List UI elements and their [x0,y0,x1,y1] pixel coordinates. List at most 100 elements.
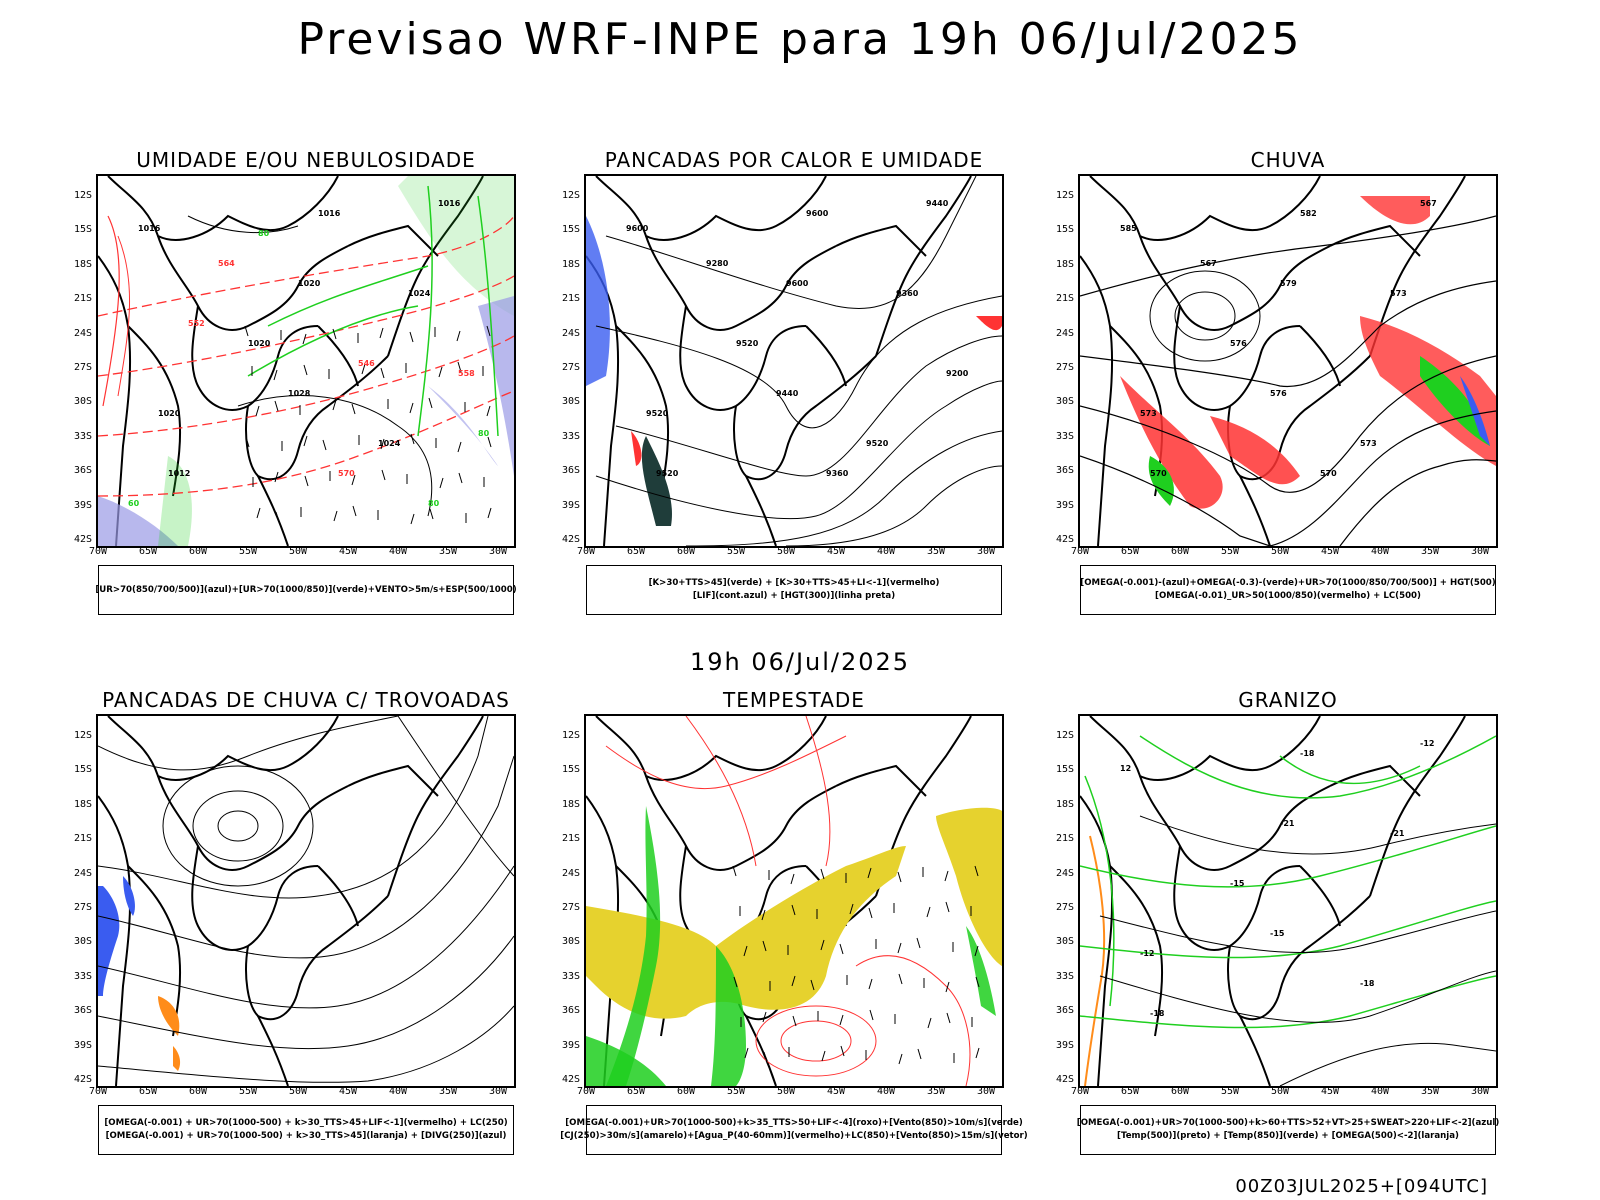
lon-axis: 70W 65W 60W 55W 50W 45W 40W 35W 30W [1071,546,1498,560]
lat-tick-label: 39S [1055,499,1074,511]
panel-chuva: CHUVA 12S 15S 18S 21S 24S 27S 30S 33S 36S 39S 42S … [1056,148,1498,618]
contour-label: 9440 [926,199,949,208]
map-frame: 12 -18 -21 -15 -12 -18 -18 -12 -15 -21 [1078,714,1498,1088]
contour-label: 9600 [626,224,649,233]
lon-axis: 70W 65W 60W 55W 50W 45W 40W 35W 30W [577,1086,1004,1100]
wind-arrow [975,976,980,988]
wind-arrow [486,405,491,417]
map-frame [584,714,1004,1088]
legend-line: [OMEGA(-0.001)-(azul)+OMEGA(-0.3)-(verde… [1080,578,1496,588]
wind-arrow [810,979,815,991]
panel-title: UMIDADE E/OU NEBULOSIDADE [136,148,476,172]
wind-arrow [926,906,931,918]
border-line [835,764,927,797]
contour-label: 1016 [318,209,341,218]
wind-arrow [839,943,844,955]
wind-arrow [820,939,825,951]
lon-axis: 70W 65W 60W 55W 50W 45W 40W 35W 30W [577,546,1004,560]
wind-arrow [898,1053,903,1065]
contour-label: -18 [1300,749,1315,758]
wind-arrow [380,438,385,450]
border-line [347,224,439,257]
border-line [679,305,807,411]
border-line [1173,305,1301,411]
border-line [835,224,927,257]
mid-title: 19h 06/Jul/2025 [689,648,911,676]
wind-arrow [868,978,873,990]
wind-arrow [487,436,492,448]
legend-box: [OMEGA(-0.001) + UR>70(1000-500) + k>30_… [98,1105,514,1155]
contour-label: 9520 [646,409,669,418]
border-line [1080,255,1114,546]
lon-tick-label: 65W [138,1086,158,1097]
contour-label: 546 [358,359,375,368]
contour-label: 1024 [378,439,401,448]
contour-label: -21 [1280,819,1295,828]
lon-axis: 70W 65W 60W 55W 50W 45W 40W 35W 30W [89,546,516,560]
wind-arrow [256,507,261,519]
wind-arrows [244,325,492,525]
contour-label: 570 [1150,469,1167,478]
lon-tick-label: 60W [1170,546,1190,557]
border-line [1239,1015,1271,1086]
lat-tick-label: 12S [1055,730,1074,741]
wind-arrow [381,469,386,481]
lat-tick-label: 18S [73,258,92,270]
contour-label: 1016 [138,224,161,233]
wind-arrow [898,973,903,985]
lat-tick-label: 12S [561,730,580,741]
wind-arrow [945,901,950,913]
lon-tick-label: 70W [576,546,596,557]
wind-arrow [458,472,463,484]
wind-arrow [352,505,357,517]
contour-label: -15 [1230,879,1245,888]
coastline [586,716,972,1086]
wind-arrow [429,508,434,520]
contour-label: 9600 [786,279,809,288]
border-line [1089,176,1321,241]
lat-tick-label: 24S [73,327,92,339]
lon-tick-label: 45W [1320,546,1340,557]
lon-tick-label: 50W [776,546,796,557]
border-line [257,1015,289,1086]
legend-line: [OMEGA(-0.001) + UR>70(1000-500) + k>30_… [105,1131,507,1141]
wind-arrow [869,1009,874,1021]
wind-arrow [733,976,738,988]
wind-arrow [273,369,278,381]
main-title: Previsao WRF-INPE para 19h 06/Jul/2025 [297,14,1303,65]
contour-label: -15 [1270,929,1285,938]
map-frame: 1016 1016 1020 1020 1020 1024 1012 1016 1028 1024… [96,174,516,548]
contour-label: 573 [1360,439,1377,448]
map-granizo: 12 -18 -21 -15 -12 -18 -18 -12 -15 -21 [1080,716,1496,1086]
wind-arrow [820,868,825,880]
lon-tick-label: 70W [1070,1086,1090,1097]
map-frame: 585 582 579 576 573 573 570 567 576 573 570 567 [1078,174,1498,548]
wind-arrow [333,510,338,522]
contour-label: -12 [1420,739,1434,748]
wind-arrow [927,1017,932,1029]
lon-tick-label: 35W [438,1086,458,1097]
border-line [1239,475,1271,546]
border-line [157,235,349,331]
lon-tick-label: 30W [488,546,508,557]
lon-tick-label: 30W [1470,1086,1490,1097]
border-line [191,305,319,411]
border-line [745,1015,777,1086]
lat-tick-label: 42S [561,1074,580,1085]
lat-tick-label: 15S [561,764,580,776]
wind-arrow [839,1014,844,1026]
lat-tick-label: 42S [1055,1074,1074,1085]
border-line [1089,716,1321,781]
wind-arrow [439,477,444,489]
border-line [745,475,777,546]
lon-tick-label: 40W [876,546,896,557]
lon-tick-label: 50W [288,1086,308,1097]
wind-arrow [244,325,249,337]
lon-tick-label: 35W [1420,1086,1440,1097]
lat-tick-label: 15S [1055,224,1074,236]
lon-tick-label: 60W [676,1086,696,1097]
contour-label: 579 [1280,279,1297,288]
lon-tick-label: 55W [726,546,746,557]
lon-tick-label: 35W [926,546,946,557]
wind-arrow [486,325,491,337]
